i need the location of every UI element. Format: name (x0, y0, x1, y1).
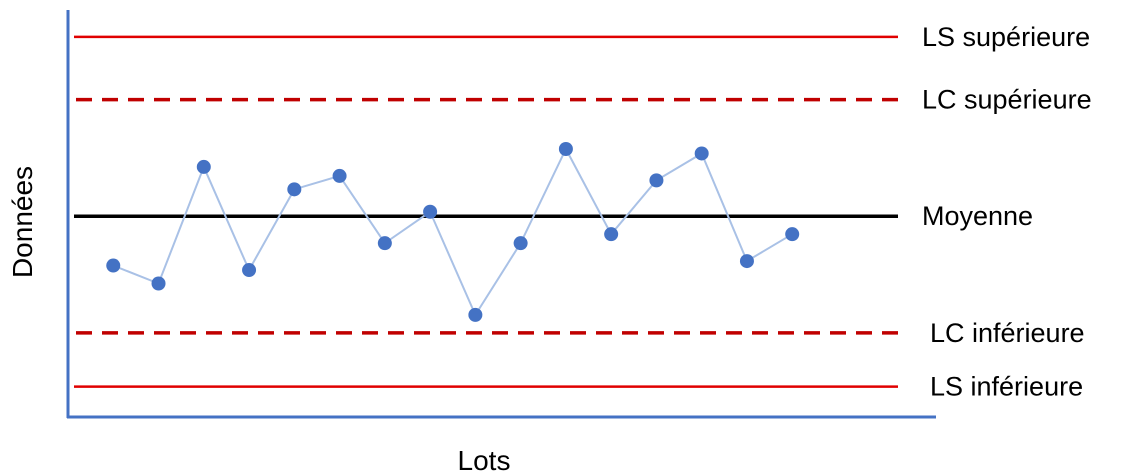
y-axis-label: Données (7, 166, 38, 278)
data-point-14 (694, 146, 709, 161)
data-point-10 (513, 236, 528, 251)
data-point-1 (106, 258, 121, 273)
data-point-7 (377, 236, 392, 251)
ref-label-0: LS supérieure (922, 22, 1090, 52)
data-point-3 (196, 159, 211, 174)
ref-label-4: LS inférieure (930, 372, 1083, 402)
series-connector-line (112, 146, 793, 318)
data-point-4 (242, 263, 257, 278)
data-series (106, 141, 800, 322)
data-point-5 (287, 182, 302, 197)
data-point-8 (423, 204, 438, 219)
x-axis-label: Lots (458, 445, 511, 475)
data-point-16 (785, 227, 800, 242)
ref-label-1: LC supérieure (922, 85, 1092, 115)
reference-labels: LS supérieure LC supérieure Moyenne LC infé… (922, 22, 1092, 402)
data-point-6 (332, 168, 347, 183)
data-point-11 (558, 141, 573, 156)
reference-lines (74, 35, 904, 388)
data-point-13 (649, 173, 664, 188)
ref-label-2: Moyenne (922, 201, 1033, 231)
data-point-12 (604, 227, 619, 242)
data-point-2 (151, 276, 166, 291)
ref-label-3: LC inférieure (930, 318, 1085, 348)
data-point-15 (739, 254, 754, 269)
data-point-9 (468, 307, 483, 322)
